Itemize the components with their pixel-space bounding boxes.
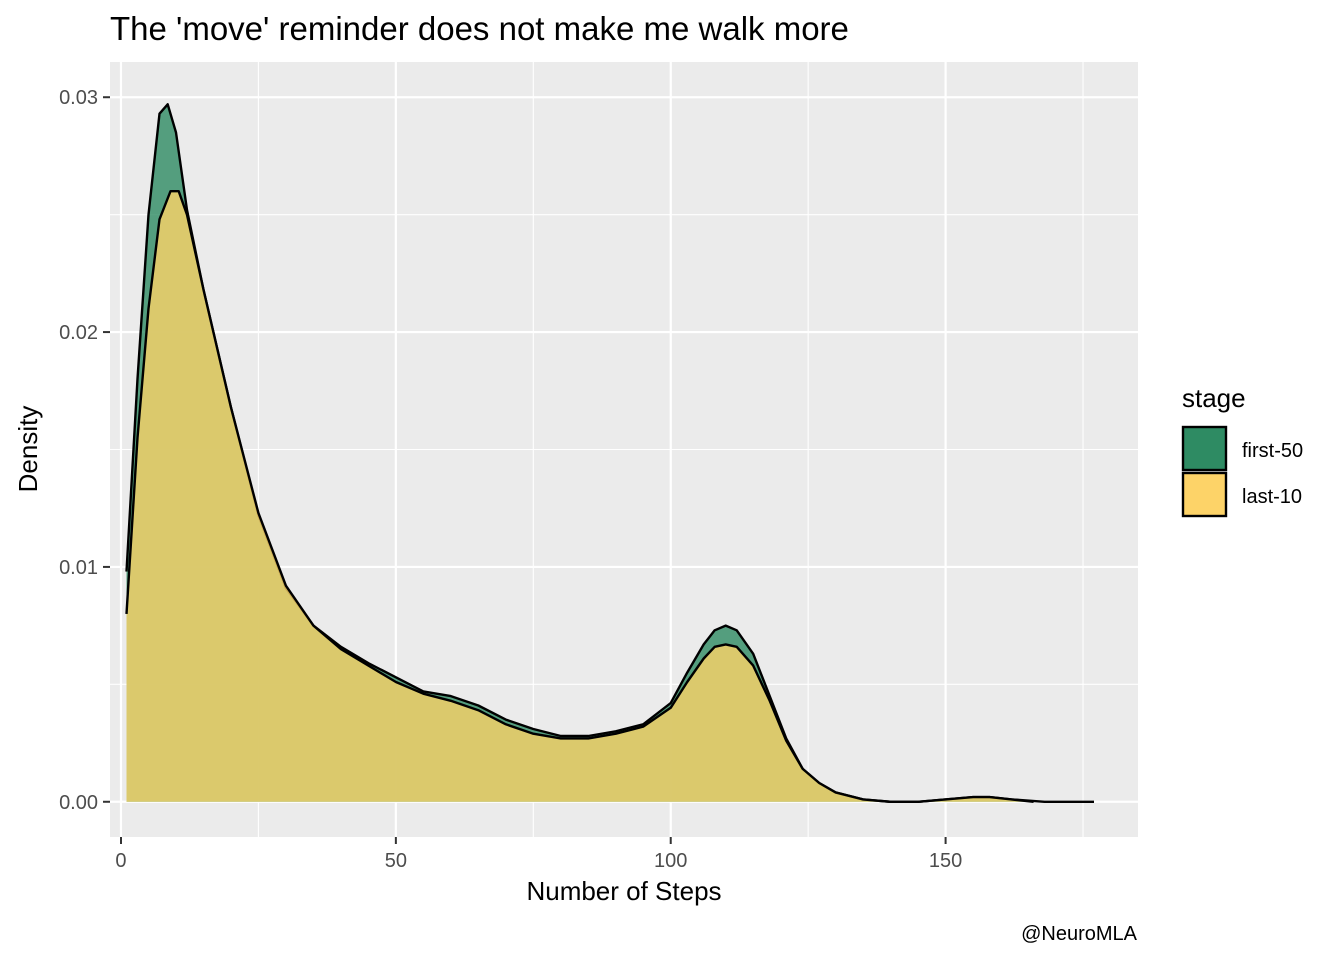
caption: @NeuroMLA <box>1021 923 1138 945</box>
y-tick-label: 0.01 <box>59 557 98 579</box>
legend-title: stage <box>1182 383 1246 413</box>
y-tick-label: 0.03 <box>59 87 98 109</box>
chart-title: The 'move' reminder does not make me wal… <box>110 10 849 47</box>
legend: stage first-50 last-10 <box>1181 383 1303 518</box>
x-tick-label: 150 <box>929 850 962 872</box>
minor-gridlines <box>110 62 1138 837</box>
x-axis: 0 50 100 150 <box>115 837 962 872</box>
y-tick-label: 0.02 <box>59 322 98 344</box>
legend-key-last-10 <box>1181 471 1228 518</box>
legend-label-first-50: first-50 <box>1242 440 1303 462</box>
density-line-last-10 <box>125 190 1034 803</box>
legend-label-last-10: last-10 <box>1242 486 1302 508</box>
x-axis-title: Number of Steps <box>526 876 721 906</box>
x-tick-label: 0 <box>115 850 126 872</box>
y-tick-label: 0.00 <box>59 792 98 814</box>
density-areas <box>125 103 1094 803</box>
y-axis-title: Density <box>13 406 43 493</box>
density-area-last-10 <box>126 191 1034 802</box>
y-axis: 0.00 0.01 0.02 0.03 <box>59 87 110 814</box>
legend-key-first-50 <box>1181 425 1228 472</box>
x-tick-label: 50 <box>385 850 407 872</box>
x-tick-label: 100 <box>654 850 687 872</box>
